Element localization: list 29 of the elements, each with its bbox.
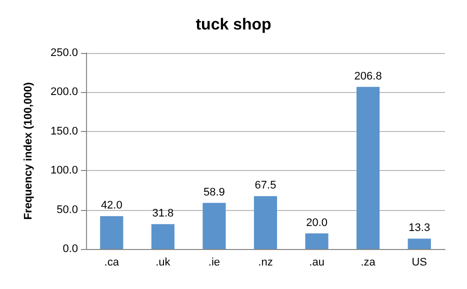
bar [356, 86, 380, 249]
data-label: 13.3 [408, 222, 430, 234]
bar [254, 196, 278, 249]
data-label: 31.8 [152, 208, 174, 220]
data-label: 20.0 [306, 216, 328, 229]
data-label: 42.0 [100, 200, 122, 212]
x-tick-label: .ie [208, 256, 220, 268]
data-label: 206.8 [354, 70, 382, 82]
y-tick-label: 150.0 [50, 125, 78, 138]
x-tick-label: .ca [104, 256, 120, 268]
bar [202, 202, 226, 249]
x-tick-label: .au [309, 256, 324, 268]
y-tick-label: 0.0 [62, 243, 78, 255]
y-tick-label: 200.0 [50, 86, 78, 98]
x-tick-label: US [412, 256, 427, 268]
y-tick-label: 250.0 [50, 47, 78, 59]
y-tick-label: 100.0 [50, 164, 78, 177]
chart-title: tuck shop [196, 16, 272, 34]
x-tick-label: .nz [258, 256, 273, 268]
bar [100, 216, 124, 249]
y-tick-label: 50.0 [56, 204, 78, 216]
data-label: 67.5 [254, 180, 276, 192]
bar [305, 233, 328, 249]
y-axis-title: Frequency index (100,000) [22, 82, 34, 220]
bar [151, 224, 174, 249]
bar [408, 238, 431, 249]
data-label: 58.9 [204, 186, 225, 198]
x-tick-label: .za [360, 256, 376, 268]
x-tick-label: .uk [156, 256, 171, 268]
